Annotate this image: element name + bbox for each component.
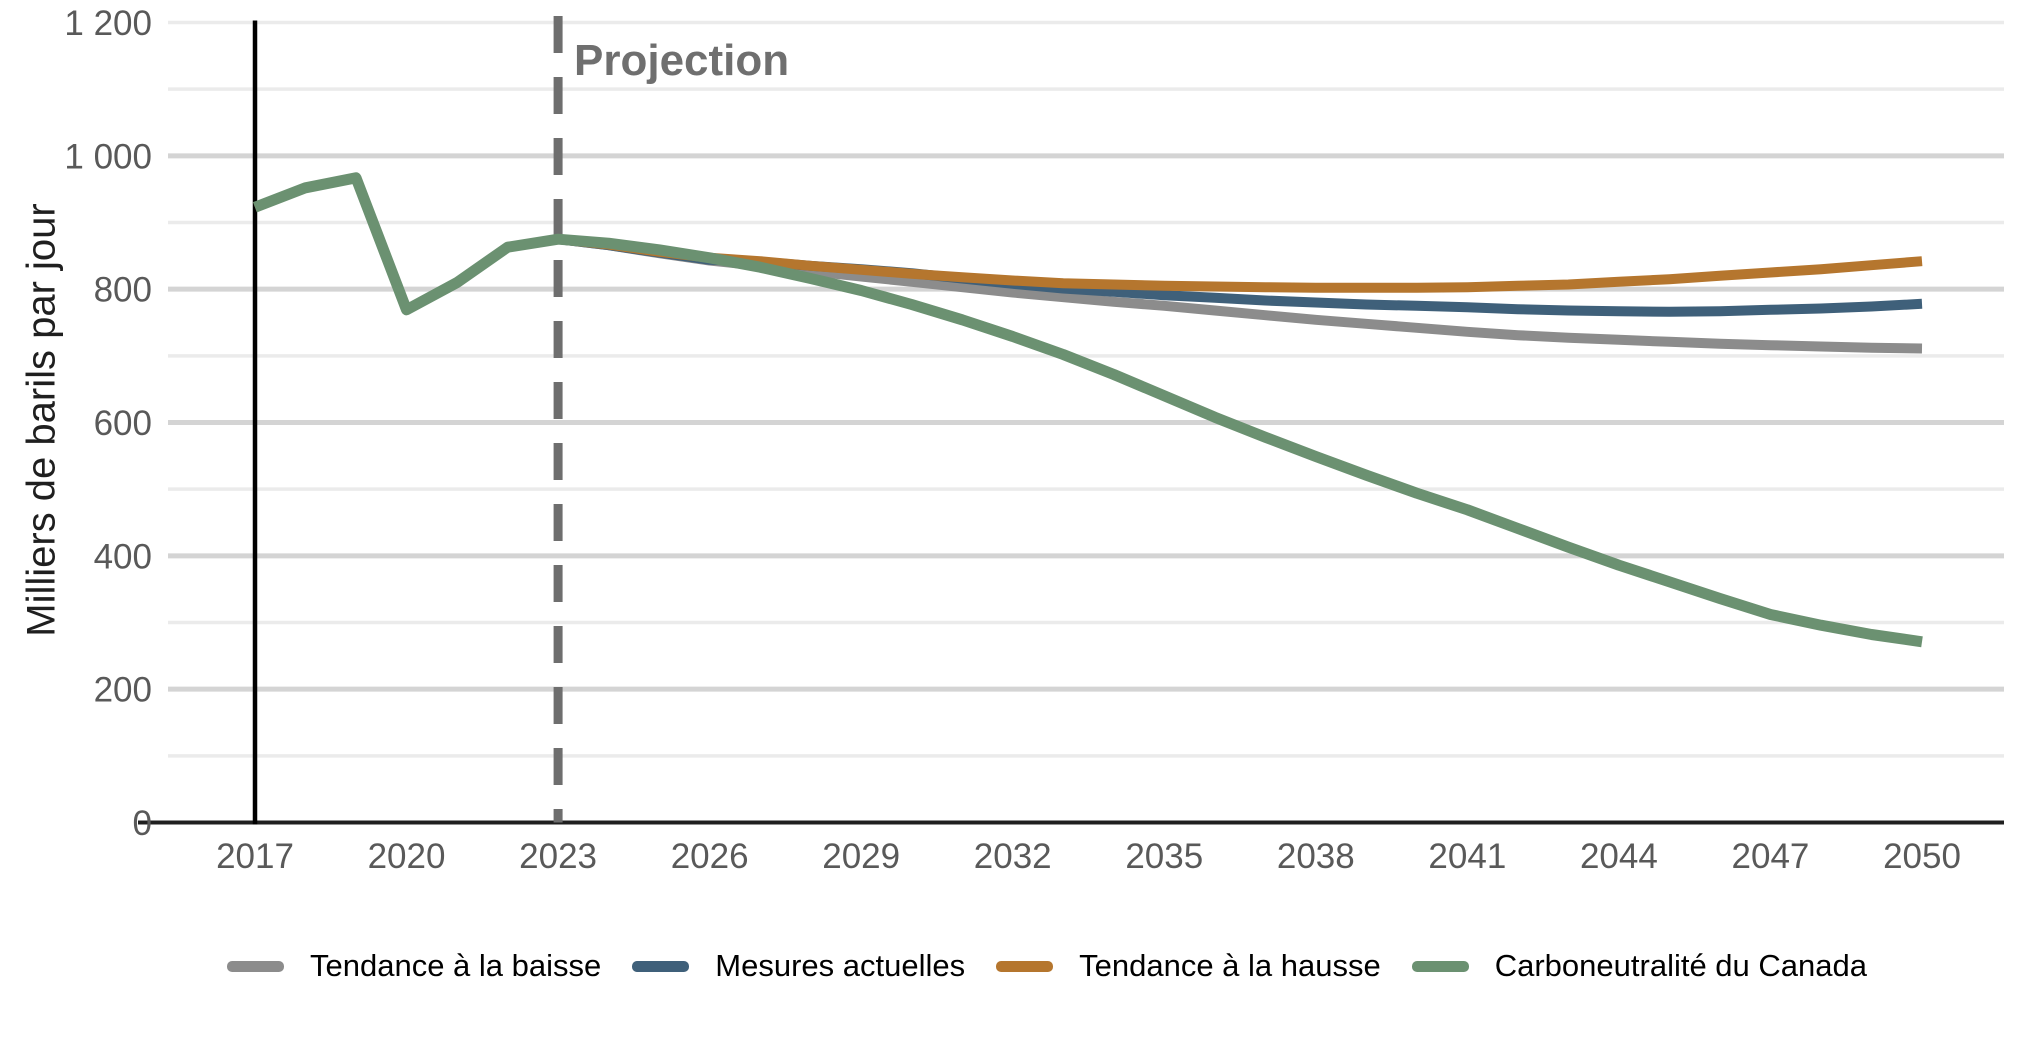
x-tick-label-2050: 2050 xyxy=(1883,837,1961,876)
legend-item-1: Tendance à la baisse xyxy=(227,948,601,984)
legend-swatch-3 xyxy=(996,960,1054,972)
series-line-1 xyxy=(253,172,1923,354)
projection-label: Projection xyxy=(574,36,790,85)
legend-label-4: Carboneutralité du Canada xyxy=(1494,948,1867,983)
y-axis-title: Milliers de barils par jour xyxy=(19,203,64,637)
x-tick-label-2020: 2020 xyxy=(368,837,446,876)
x-tick-label-2047: 2047 xyxy=(1732,837,1810,876)
legend-swatch-1 xyxy=(227,960,284,972)
legend-item-3: Tendance à la hausse xyxy=(996,948,1381,984)
legend-item-2: Mesures actuelles xyxy=(632,948,965,984)
legend-label-1: Tendance à la baisse xyxy=(310,948,602,983)
y-tick-label-1200: 1 200 xyxy=(64,4,152,43)
x-tick-label-2041: 2041 xyxy=(1428,837,1506,876)
x-tick-label-2035: 2035 xyxy=(1125,837,1203,876)
legend: Tendance à la baisse Mesures actuelles Ten… xyxy=(227,948,1867,984)
x-tick-label-2023: 2023 xyxy=(519,837,597,876)
legend-label-2: Mesures actuelles xyxy=(715,948,966,983)
y-tick-label-600: 600 xyxy=(94,404,152,443)
y-tick-label-800: 800 xyxy=(94,271,152,310)
y-tick-label-400: 400 xyxy=(94,537,152,576)
y-tick-label-0: 0 xyxy=(133,804,152,843)
x-tick-label-2029: 2029 xyxy=(822,837,900,876)
y-tick-label-1000: 1 000 xyxy=(64,137,152,176)
series-line-4 xyxy=(253,172,1923,648)
x-tick-label-2038: 2038 xyxy=(1277,837,1355,876)
legend-swatch-4 xyxy=(1411,960,1469,972)
x-tick-label-2032: 2032 xyxy=(974,837,1052,876)
legend-item-4: Carboneutralité du Canada xyxy=(1411,948,1867,984)
x-tick-label-2017: 2017 xyxy=(216,837,294,876)
y-tick-label-200: 200 xyxy=(94,671,152,710)
legend-label-3: Tendance à la hausse xyxy=(1079,948,1381,983)
legend-swatch-2 xyxy=(632,960,690,972)
x-tick-label-2026: 2026 xyxy=(671,837,749,876)
x-tick-label-2044: 2044 xyxy=(1580,837,1658,876)
